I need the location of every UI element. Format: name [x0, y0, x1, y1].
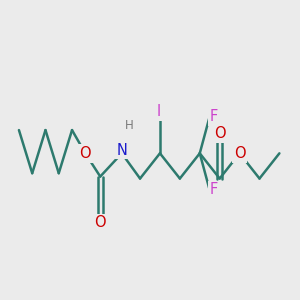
Text: O: O: [94, 215, 106, 230]
Text: O: O: [214, 126, 226, 141]
Text: O: O: [234, 146, 245, 161]
Text: I: I: [156, 104, 161, 119]
Text: N: N: [116, 142, 127, 158]
Text: H: H: [125, 119, 134, 132]
Text: F: F: [210, 182, 218, 197]
Text: F: F: [210, 109, 218, 124]
Text: O: O: [80, 146, 91, 161]
